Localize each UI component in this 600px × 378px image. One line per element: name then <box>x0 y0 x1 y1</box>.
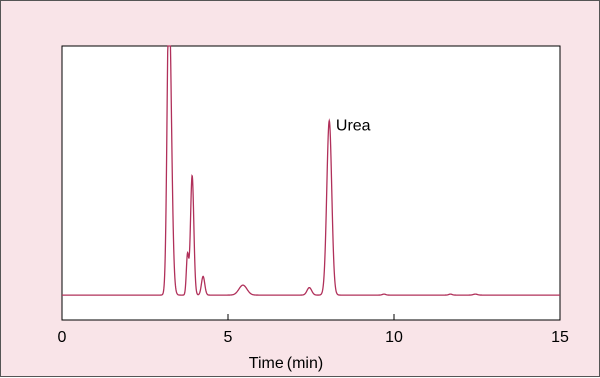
x-tick-label: 5 <box>224 329 233 346</box>
x-tick-label: 10 <box>385 329 403 346</box>
peak-label-urea: Urea <box>336 118 371 135</box>
x-axis-title: Time (min) <box>249 355 323 372</box>
x-axis-title-name: Time <box>249 355 284 372</box>
plot-area <box>61 45 561 321</box>
chromatogram-trace <box>62 45 560 296</box>
x-tick-label: 15 <box>551 329 569 346</box>
x-axis-tick-labels: 0 5 10 15 <box>58 329 569 346</box>
x-axis-title-unit: (min) <box>287 355 323 372</box>
x-axis-ticks <box>61 314 561 320</box>
x-tick-label: 0 <box>58 329 67 346</box>
